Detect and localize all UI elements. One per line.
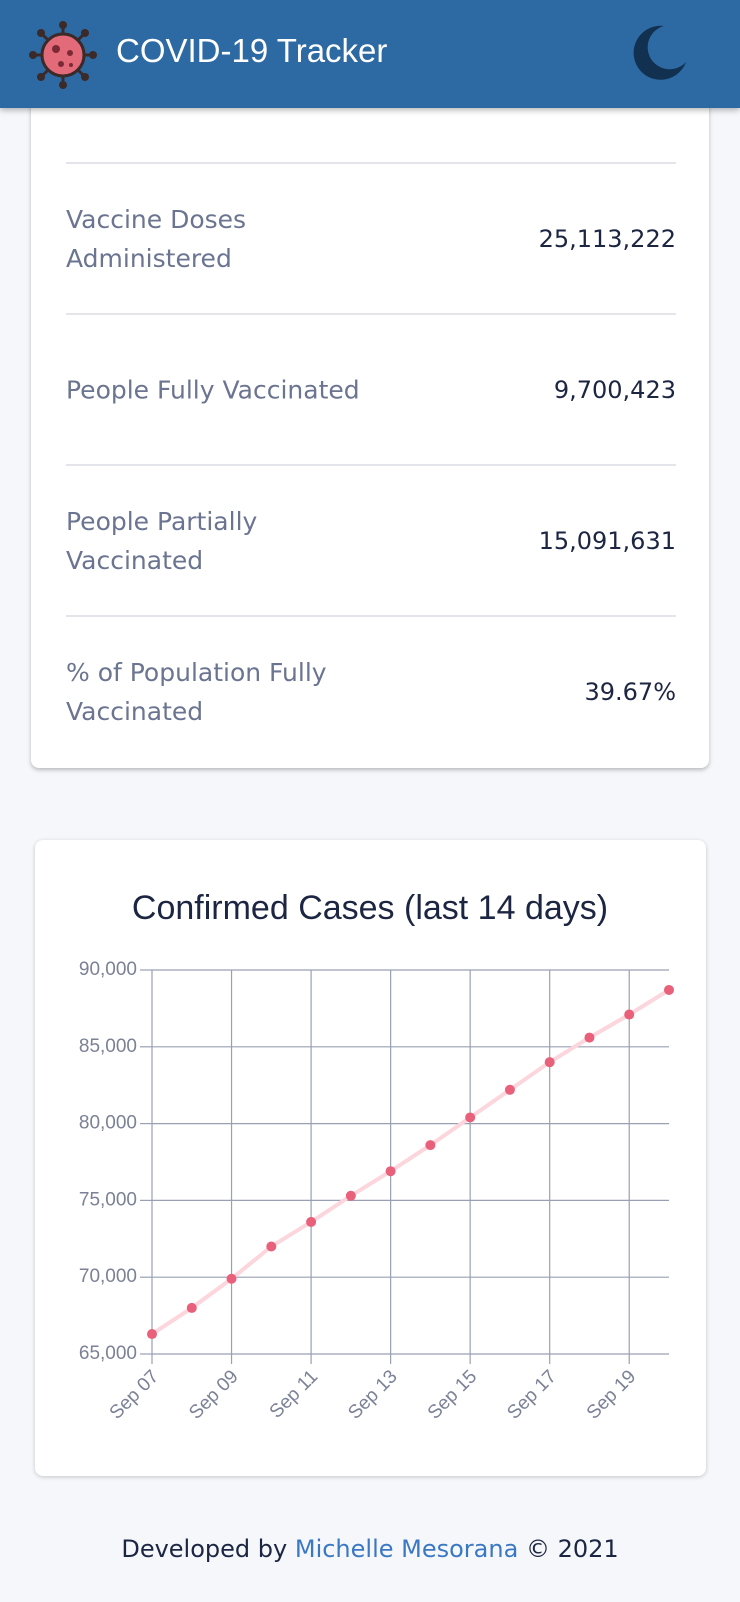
stat-label: People Partially Vaccinated <box>66 506 258 575</box>
stat-row: People Fully Vaccinated 9,700,423 <box>66 314 676 465</box>
stat-value: 15,091,631 <box>538 526 676 555</box>
chart-title: Confirmed Cases (last 14 days) <box>132 889 608 927</box>
chart: Confirmed Cases (last 14 days) 65,000 70,… <box>79 889 674 1424</box>
x-tick-label: Sep 09 <box>185 1366 242 1423</box>
app-title: COVID-19 Tracker <box>116 32 388 69</box>
author-link[interactable]: Michelle Mesorana <box>294 1535 519 1563</box>
data-point <box>624 1009 635 1020</box>
y-tick-label: 85,000 <box>79 1036 137 1057</box>
footer-text: Developed by <box>121 1535 288 1563</box>
data-point <box>306 1216 317 1227</box>
stat-value: 39.67% <box>584 677 676 706</box>
y-tick-label: 70,000 <box>79 1266 137 1287</box>
data-point <box>465 1112 476 1123</box>
y-tick-label: 75,000 <box>79 1189 137 1210</box>
stat-label: Vaccine Doses Administered <box>66 204 247 273</box>
stats-card: Cases per Million3,028Vaccine Doses Admi… <box>31 0 709 768</box>
data-point <box>584 1032 595 1043</box>
row-divider <box>66 162 676 164</box>
stat-value: 9,700,423 <box>553 375 676 404</box>
data-point <box>544 1057 555 1068</box>
stat-value: 25,113,222 <box>538 224 676 253</box>
data-line <box>150 988 671 1336</box>
data-point <box>345 1190 356 1201</box>
x-tick-label: Sep 19 <box>583 1366 640 1423</box>
dark-mode-toggle[interactable] <box>630 22 690 82</box>
stat-row: % of Population Fully Vaccinated 39.67% <box>66 616 676 767</box>
data-point <box>385 1166 396 1177</box>
footer-text: © 2021 <box>525 1535 619 1563</box>
data-point <box>425 1140 436 1151</box>
chart-card: Confirmed Cases (last 14 days) 65,000 70,… <box>35 840 706 1476</box>
y-tick-label: 65,000 <box>79 1343 137 1364</box>
app-header: COVID-19 Tracker <box>0 0 740 108</box>
x-tick-label: Sep 17 <box>503 1366 560 1423</box>
x-tick-label: Sep 11 <box>266 1366 322 1422</box>
row-divider <box>66 464 676 466</box>
data-point <box>266 1241 277 1252</box>
stat-label: People Fully Vaccinated <box>66 375 360 404</box>
virus-icon <box>29 21 97 89</box>
row-divider <box>66 313 676 315</box>
data-point <box>664 984 674 995</box>
stat-row: People Partially Vaccinated 15,091,631 <box>66 465 676 616</box>
data-point <box>226 1273 237 1284</box>
footer: Developed by Michelle Mesorana © 2021 <box>0 1535 740 1563</box>
stat-label: % of Population Fully Vaccinated <box>66 657 327 726</box>
stat-row: Vaccine Doses Administered 25,113,222 <box>66 163 676 314</box>
data-point <box>186 1302 197 1313</box>
x-tick-label: Sep 07 <box>106 1366 163 1423</box>
x-tick-label: Sep 13 <box>344 1366 401 1423</box>
data-point <box>147 1329 157 1340</box>
data-point <box>504 1084 515 1095</box>
y-tick-label: 80,000 <box>79 1113 137 1134</box>
x-tick-label: Sep 15 <box>424 1366 481 1423</box>
row-divider <box>66 615 676 617</box>
y-tick-label: 90,000 <box>79 959 137 980</box>
